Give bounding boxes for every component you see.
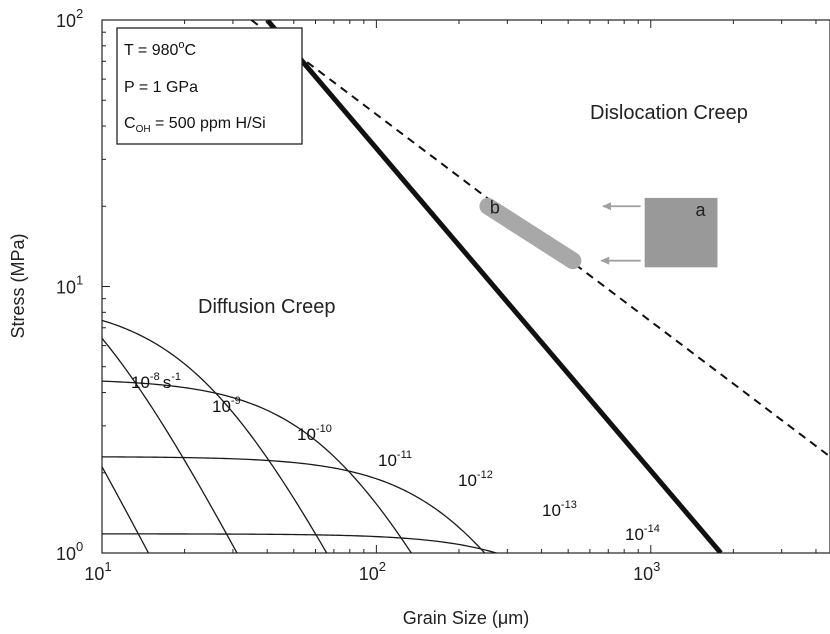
box-a-label: a	[695, 200, 706, 220]
strain-rate-label: 10-8 s-1	[131, 371, 181, 392]
region-label-dislocation: Dislocation Creep	[590, 102, 748, 124]
strain-rate-curve	[102, 319, 328, 553]
band-b	[479, 197, 582, 270]
strain-rate-contours	[102, 319, 499, 553]
mechanism-boundaries	[250, 20, 830, 553]
x-tick-label: 101	[84, 559, 111, 584]
y-tick-label: 101	[56, 273, 83, 298]
strain-rate-label: 10-11	[378, 449, 412, 470]
y-axis-label: Stress (MPa)	[8, 233, 28, 338]
legend-box	[116, 27, 303, 145]
annotations: ab	[479, 197, 718, 270]
x-tick-label: 103	[633, 559, 660, 584]
mechanism-boundary-thick	[265, 20, 723, 553]
x-axis-label: Grain Size (μm)	[403, 608, 529, 628]
box-a	[644, 197, 718, 268]
strain-rate-curve	[102, 380, 413, 553]
mechanism-boundary-dashed	[250, 20, 830, 458]
y-tick-label: 102	[56, 6, 83, 31]
strain-rate-label: 10-13	[542, 499, 577, 520]
strain-rate-curve	[102, 456, 486, 553]
x-tick-label: 102	[359, 559, 386, 584]
strain-rate-label: 10-10	[297, 423, 332, 444]
band-b-label: b	[490, 197, 500, 217]
strain-rate-label: 10-9	[212, 395, 241, 416]
strain-rate-curve	[102, 337, 238, 553]
conditions-legend: T = 980oC P = 1 GPa COH = 500 ppm H/Si	[116, 27, 303, 145]
region-label-diffusion: Diffusion Creep	[198, 296, 335, 318]
y-tick-label: 100	[56, 539, 83, 564]
legend-pressure: P = 1 GPa	[124, 79, 198, 96]
strain-rate-label: 10-12	[458, 469, 493, 490]
strain-rate-label: 10-14	[625, 523, 660, 544]
legend-temperature: T = 980oC	[124, 39, 196, 59]
legend-water-content: COH = 500 ppm H/Si	[124, 115, 266, 135]
strain-rate-curve	[102, 466, 150, 553]
strain-rate-curve	[102, 533, 499, 553]
strain-rate-labels: 10-8 s-1 10-9 10-10 10-11 10-12 10-13 10-14	[131, 371, 660, 544]
